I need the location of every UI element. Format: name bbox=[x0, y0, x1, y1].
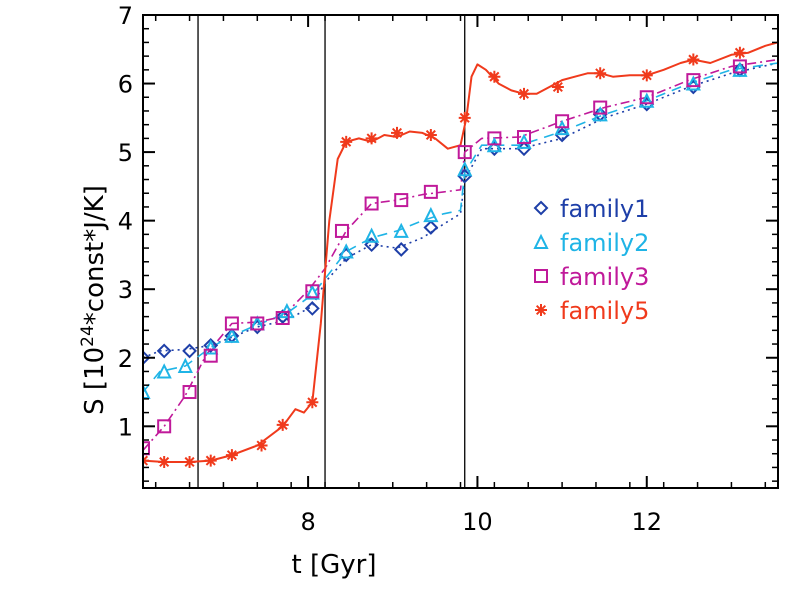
marker-family2 bbox=[639, 92, 655, 108]
marker-family5 bbox=[158, 455, 171, 468]
marker-family1 bbox=[275, 309, 291, 325]
y-axis-title-sup: 24 bbox=[78, 325, 98, 347]
marker-family5 bbox=[424, 128, 437, 141]
marker-family2 bbox=[685, 75, 701, 91]
marker-family5 bbox=[276, 418, 289, 431]
marker-family2 bbox=[363, 227, 380, 243]
marker-family5 bbox=[458, 111, 471, 124]
marker-family2 bbox=[516, 133, 532, 149]
marker-family3 bbox=[143, 441, 150, 456]
marker-family3 bbox=[457, 145, 472, 160]
marker-family5 bbox=[640, 69, 653, 82]
x-tick-label: 10 bbox=[462, 508, 493, 536]
marker-family3 bbox=[305, 284, 320, 299]
marker-family3 bbox=[250, 316, 265, 331]
marker-family1 bbox=[156, 343, 172, 359]
marker-family5 bbox=[687, 53, 700, 66]
y-axis-title: S [1024*const*J/K] bbox=[78, 185, 110, 415]
legend-marker-family3 bbox=[534, 269, 548, 283]
marker-family3 bbox=[203, 348, 218, 363]
marker-family3 bbox=[639, 90, 654, 105]
y-tick-label: 7 bbox=[118, 2, 133, 30]
marker-family5 bbox=[391, 126, 403, 139]
marker-family5 bbox=[733, 46, 746, 59]
marker-family1 bbox=[203, 338, 219, 353]
x-axis-title: t [Gyr] bbox=[292, 550, 377, 580]
series-lines bbox=[143, 41, 778, 463]
legend-label-family2: family2 bbox=[560, 229, 649, 257]
marker-family5 bbox=[488, 70, 501, 83]
marker-family1 bbox=[143, 350, 151, 366]
marker-family5 bbox=[225, 449, 238, 462]
marker-family5 bbox=[255, 439, 268, 452]
vertical-reference-lines bbox=[197, 15, 466, 488]
y-tick-label: 5 bbox=[118, 139, 133, 167]
marker-family1 bbox=[393, 242, 409, 257]
y-tick-label: 1 bbox=[118, 413, 133, 441]
plot-frame bbox=[142, 14, 779, 489]
marker-family2 bbox=[224, 327, 240, 343]
marker-family2 bbox=[393, 222, 409, 238]
marker-family1 bbox=[516, 141, 532, 157]
marker-family3 bbox=[182, 385, 197, 400]
legend: family1 family2 family3 family5 bbox=[533, 195, 649, 325]
legend-marker-family2 bbox=[533, 233, 549, 249]
y-axis-title-pre: S [10 bbox=[80, 347, 110, 415]
marker-family2 bbox=[304, 284, 320, 300]
marker-family5 bbox=[551, 80, 564, 93]
y-tick-label: 4 bbox=[118, 208, 133, 236]
marker-family2 bbox=[177, 357, 193, 373]
marker-family2 bbox=[732, 61, 748, 77]
marker-family5 bbox=[518, 87, 530, 100]
y-axis-title-post: *const*J/K] bbox=[80, 185, 110, 325]
marker-family3 bbox=[275, 310, 290, 325]
marker-family3 bbox=[732, 59, 747, 74]
legend-label-family3: family3 bbox=[560, 263, 649, 291]
x-tick-label: 8 bbox=[300, 508, 315, 536]
series-line-family5 bbox=[143, 41, 778, 463]
marker-family3 bbox=[517, 130, 531, 145]
marker-family2 bbox=[423, 206, 439, 223]
legend-label-family1: family1 bbox=[560, 195, 649, 223]
marker-family3 bbox=[686, 73, 701, 88]
marker-family5 bbox=[365, 132, 378, 145]
marker-family2 bbox=[143, 383, 151, 400]
marker-family5 bbox=[204, 454, 217, 467]
marker-family3 bbox=[334, 223, 349, 238]
marker-family2 bbox=[457, 161, 473, 177]
y-tick-label: 6 bbox=[118, 71, 133, 99]
legend-label-family5: family5 bbox=[560, 297, 649, 325]
marker-family2 bbox=[338, 243, 354, 259]
marker-family3 bbox=[224, 316, 239, 331]
marker-family3 bbox=[394, 193, 409, 208]
marker-family1 bbox=[182, 343, 197, 359]
marker-family3 bbox=[555, 114, 570, 129]
marker-family5 bbox=[340, 135, 353, 148]
marker-family3 bbox=[593, 100, 608, 115]
y-tick-label: 2 bbox=[118, 345, 133, 373]
marker-family1 bbox=[457, 168, 473, 184]
marker-family2 bbox=[156, 363, 172, 379]
series-markers bbox=[143, 46, 748, 468]
series-line-family1 bbox=[143, 62, 778, 359]
marker-family5 bbox=[594, 67, 607, 80]
marker-family1 bbox=[554, 127, 570, 143]
marker-family3 bbox=[423, 184, 438, 199]
x-tick-label: 12 bbox=[631, 508, 662, 536]
marker-family3 bbox=[487, 131, 502, 146]
marker-family5 bbox=[306, 396, 319, 409]
marker-family2 bbox=[203, 339, 219, 355]
y-tick-label: 3 bbox=[118, 276, 133, 304]
marker-family3 bbox=[157, 419, 172, 434]
legend-marker-family5 bbox=[535, 304, 547, 316]
marker-family5 bbox=[183, 455, 196, 468]
marker-family1 bbox=[423, 220, 439, 235]
legend-marker-family1 bbox=[533, 200, 549, 216]
marker-family3 bbox=[364, 196, 379, 211]
marker-family1 bbox=[304, 300, 320, 316]
